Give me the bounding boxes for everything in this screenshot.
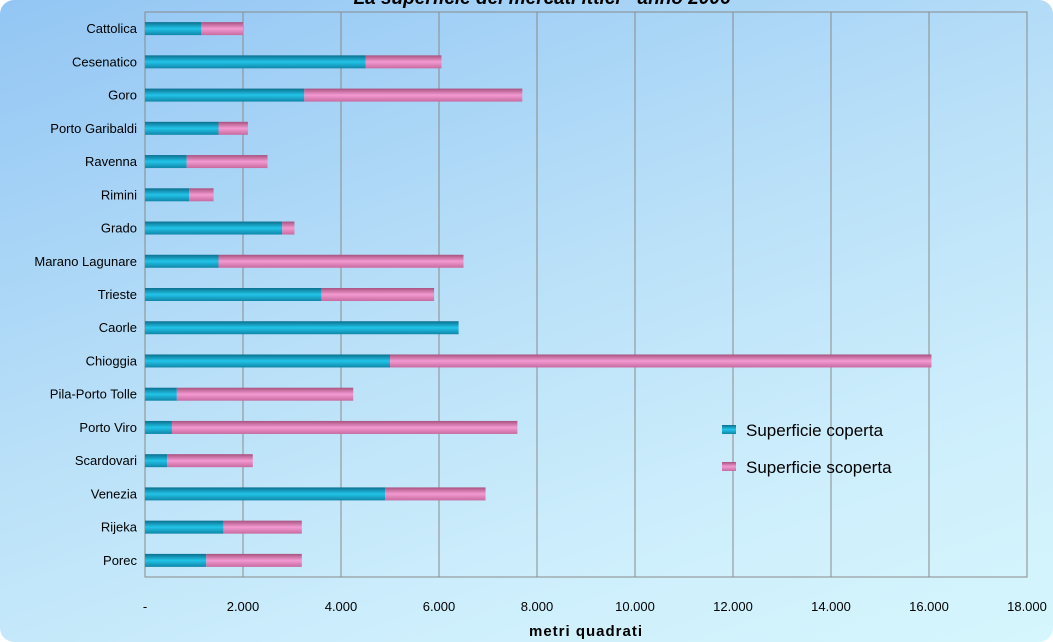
x-tick-label: 2.000: [227, 599, 260, 614]
bar-coperta: [145, 553, 207, 567]
legend-label: Superficie coperta: [746, 421, 884, 440]
x-tick-label: 16.000: [909, 599, 949, 614]
category-label: Porto Viro: [79, 420, 137, 435]
bar-scoperta: [176, 387, 354, 401]
category-label: Trieste: [98, 287, 137, 302]
category-label: Rimini: [101, 187, 137, 202]
category-label: Venezia: [91, 486, 138, 501]
x-tick-label: 10.000: [615, 599, 655, 614]
x-tick-label: 18.000: [1007, 599, 1047, 614]
bar-coperta: [145, 387, 177, 401]
bar-scoperta: [223, 520, 302, 534]
bar-scoperta: [201, 22, 243, 36]
bar-coperta: [145, 88, 305, 102]
bar-coperta: [145, 254, 219, 268]
category-label: Porec: [103, 553, 137, 568]
bar-coperta: [145, 22, 202, 36]
x-tick-label: 12.000: [713, 599, 753, 614]
bar-scoperta: [282, 221, 295, 235]
category-label: Rijeka: [101, 520, 138, 535]
bar-coperta: [145, 221, 283, 235]
category-label: Scardovari: [75, 453, 137, 468]
x-tick-label: 4.000: [325, 599, 358, 614]
bar-coperta: [145, 55, 366, 69]
category-label: Cattolica: [86, 21, 137, 36]
bar-coperta: [145, 420, 172, 434]
category-label: Ravenna: [85, 154, 138, 169]
bar-scoperta: [218, 121, 248, 135]
bar-scoperta: [189, 188, 214, 202]
bar-coperta: [145, 121, 219, 135]
category-label: Goro: [108, 88, 137, 103]
legend: Superficie coperta Superficie scoperta: [722, 421, 892, 477]
bar-coperta: [145, 288, 322, 301]
bar-scoperta: [385, 487, 486, 501]
category-label: Porto Garibaldi: [50, 121, 137, 136]
legend-swatch: [722, 462, 736, 471]
bar-scoperta: [167, 454, 253, 468]
x-tick-label: 6.000: [423, 599, 456, 614]
bar-coperta: [145, 454, 168, 468]
category-label: Chioggia: [86, 353, 138, 368]
legend-swatch: [722, 425, 736, 434]
bar-scoperta: [365, 55, 442, 69]
category-label: Cesenatico: [72, 54, 137, 69]
bar-coperta: [145, 188, 190, 202]
bar-scoperta: [206, 553, 302, 567]
category-label: Caorle: [99, 320, 137, 335]
bar-scoperta: [321, 288, 435, 301]
x-tick-label: 8.000: [521, 599, 554, 614]
bar-coperta: [145, 321, 459, 335]
x-axis-title: metri quadrati: [529, 623, 643, 640]
category-label: Pila-Porto Tolle: [50, 387, 137, 402]
bar-scoperta: [171, 420, 518, 434]
bar-coperta: [145, 520, 224, 534]
bar-coperta: [145, 487, 386, 501]
bar-scoperta: [390, 354, 932, 368]
bar-coperta: [145, 155, 187, 169]
category-label: Grado: [101, 221, 137, 236]
bar-coperta: [145, 354, 390, 368]
bar-scoperta: [186, 155, 268, 169]
bar-scoperta: [304, 88, 523, 102]
x-tick-label: 14.000: [811, 599, 851, 614]
category-label: Marano Lagunare: [34, 254, 137, 269]
bar-scoperta: [218, 254, 464, 268]
chart-title: La superficie dei mercati ittici - anno …: [354, 0, 731, 9]
x-tick-label: -: [143, 599, 147, 614]
legend-label: Superficie scoperta: [746, 458, 892, 477]
